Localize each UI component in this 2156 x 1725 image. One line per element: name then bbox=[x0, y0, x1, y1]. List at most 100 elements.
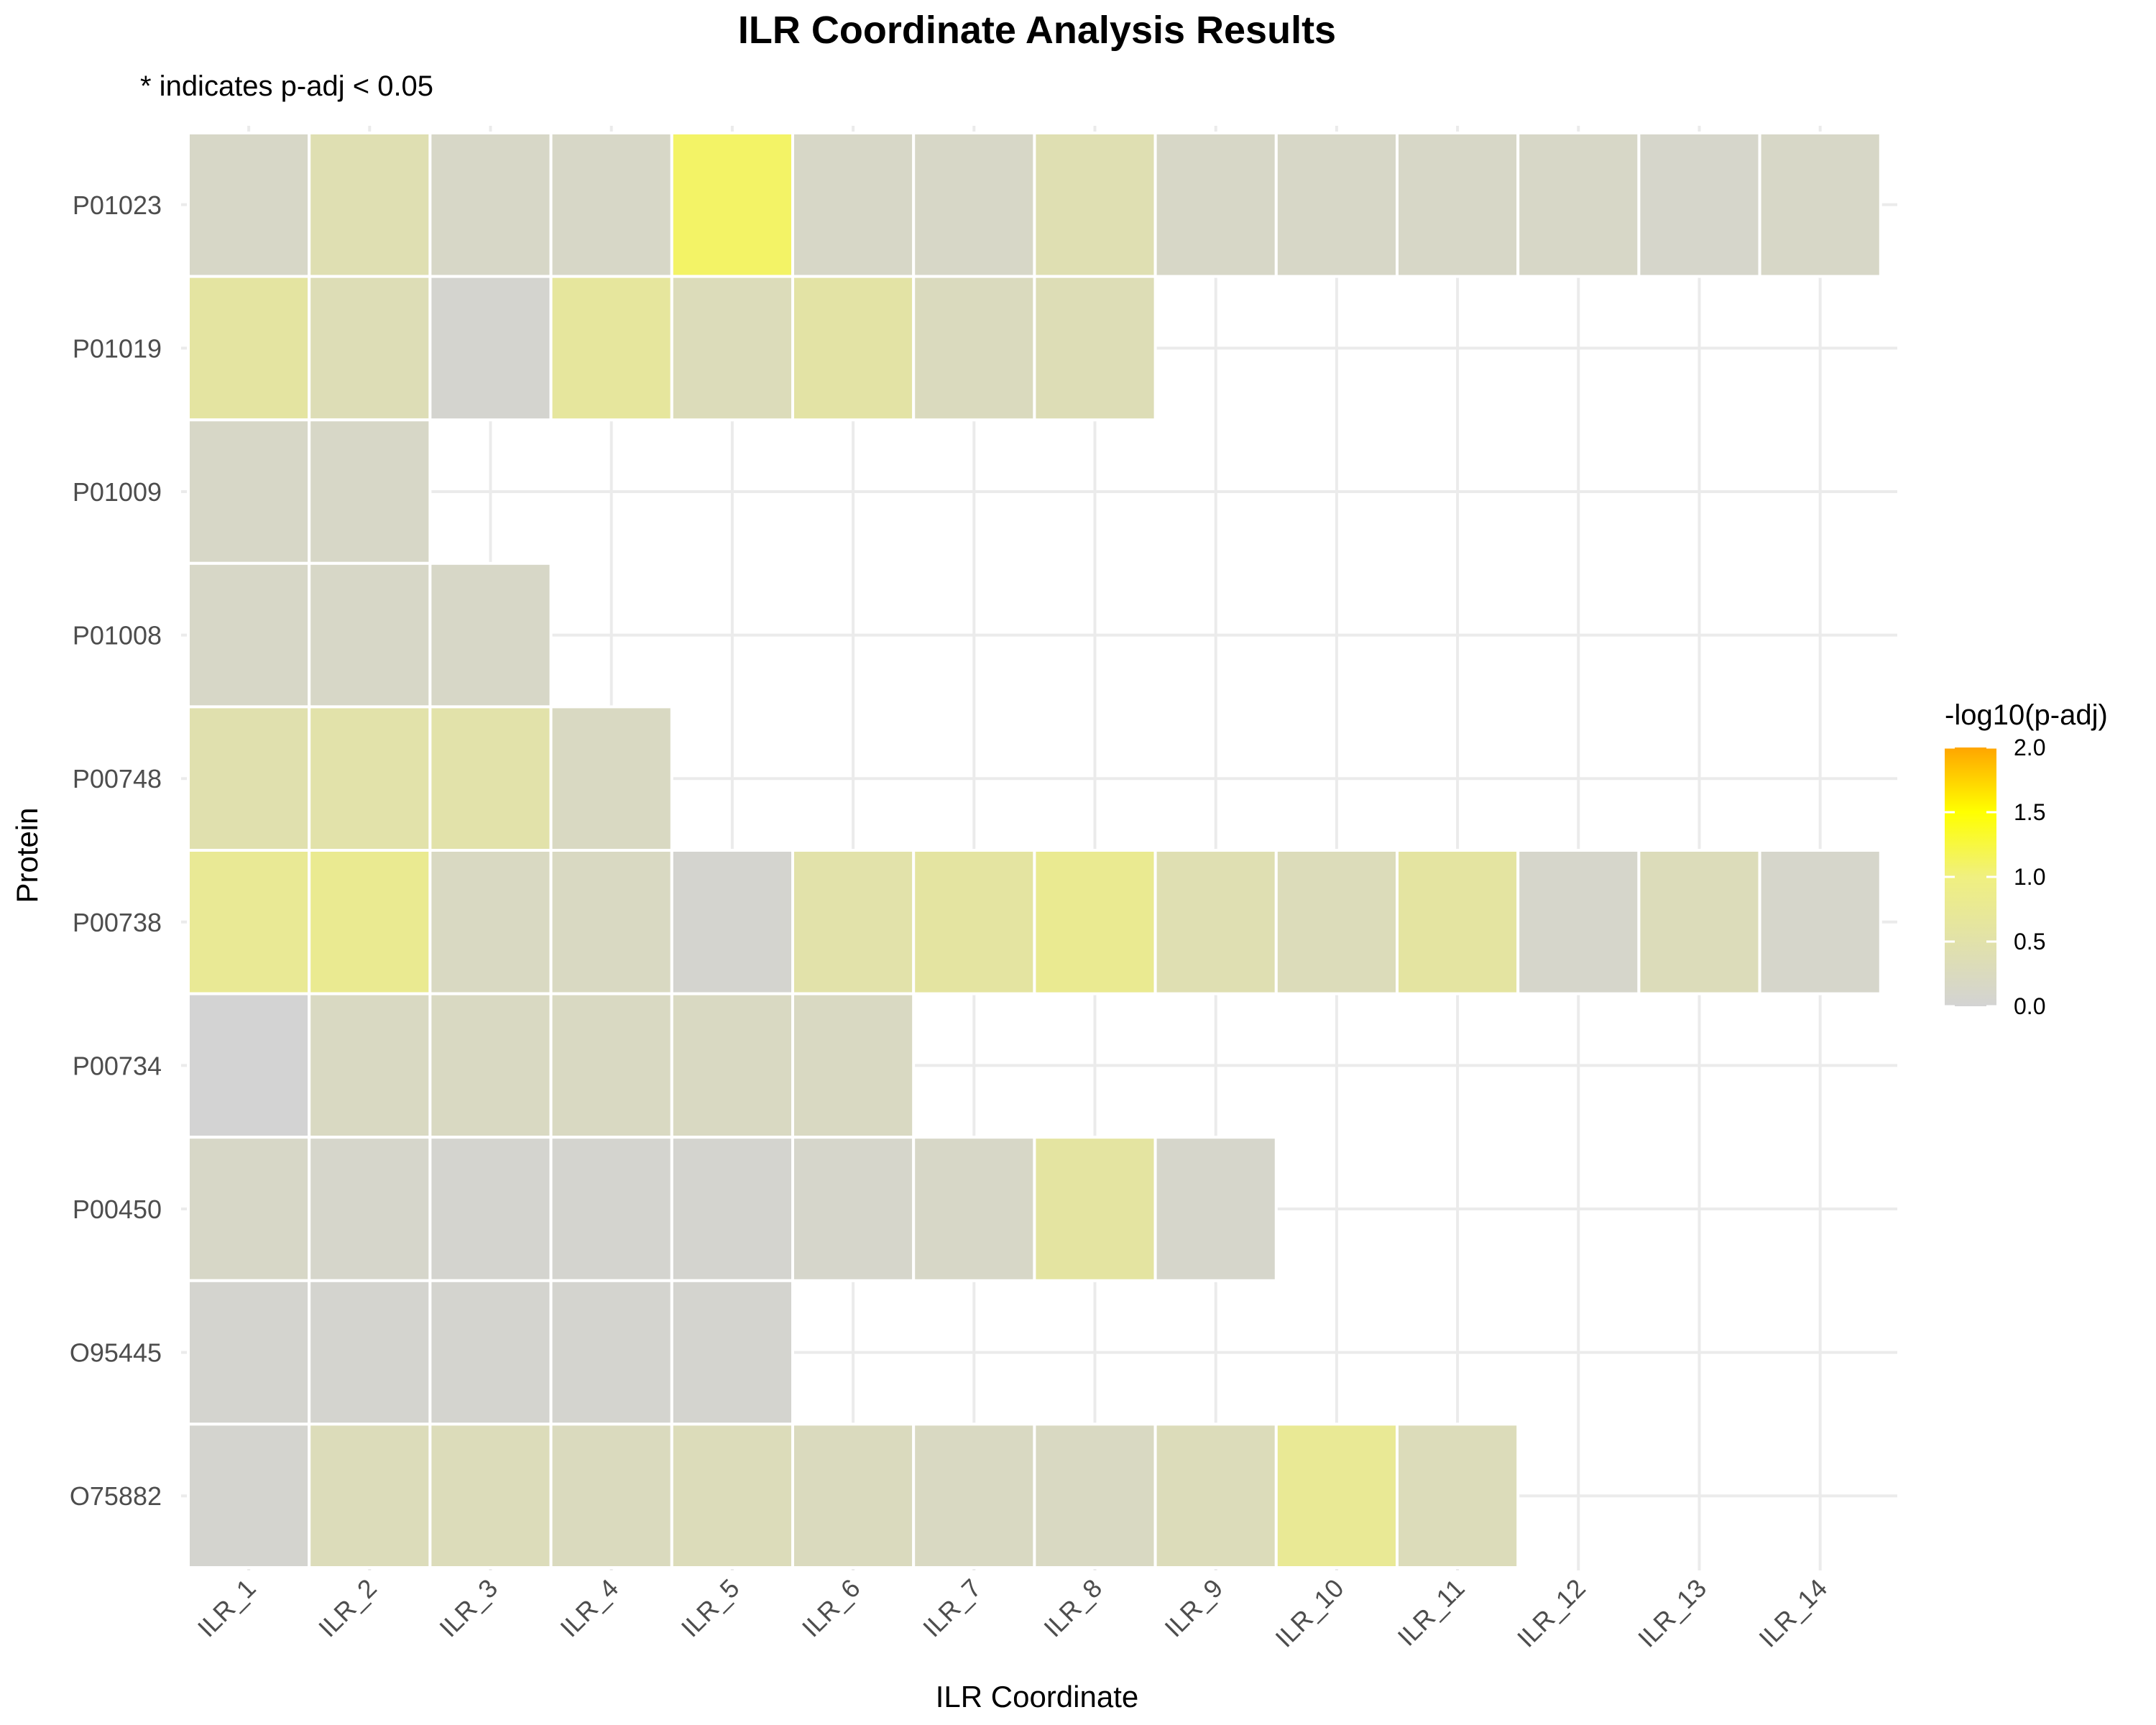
y-tick-label: P01009 bbox=[73, 477, 162, 507]
heatmap-cell bbox=[187, 705, 311, 852]
heatmap-cell bbox=[308, 418, 432, 565]
x-axis-title: ILR Coordinate bbox=[936, 1680, 1139, 1714]
heatmap-cell bbox=[549, 132, 673, 278]
y-tick-label: P00738 bbox=[73, 908, 162, 937]
heatmap-cell bbox=[187, 1422, 311, 1570]
y-tick-label: P01019 bbox=[73, 334, 162, 363]
heatmap-cell bbox=[428, 705, 553, 852]
heatmap-cell bbox=[791, 275, 916, 422]
heatmap-cell bbox=[1516, 132, 1641, 278]
heatmap-cell bbox=[791, 1136, 916, 1282]
heatmap-cell bbox=[670, 1422, 794, 1570]
x-tick-label: ILR_13 bbox=[1632, 1573, 1712, 1653]
heatmap-cell bbox=[308, 561, 432, 709]
heatmap-cell bbox=[1033, 1136, 1157, 1282]
legend-tick-label: 2.0 bbox=[2014, 735, 2045, 760]
heatmap-cell bbox=[791, 132, 916, 278]
x-tick-label: ILR_6 bbox=[796, 1573, 866, 1643]
heatmap-cell bbox=[912, 275, 1036, 422]
heatmap-cell bbox=[187, 1279, 311, 1426]
x-tick-label: ILR_7 bbox=[917, 1573, 987, 1643]
legend-tick-label: 1.0 bbox=[2014, 864, 2045, 890]
heatmap-cell bbox=[428, 1136, 553, 1282]
x-tick-label: ILR_8 bbox=[1038, 1573, 1107, 1643]
legend-ticks: 0.0 0.5 1.0 1.5 2.0 bbox=[1945, 735, 2045, 1019]
heatmap-cell bbox=[670, 1279, 794, 1426]
color-legend: -log10(p-adj) 0.0 0.5 1.0 1.5 2.0 bbox=[1945, 699, 2108, 1019]
heatmap-cell bbox=[187, 1136, 311, 1282]
heatmap-cell bbox=[187, 275, 311, 422]
heatmap-cell bbox=[428, 275, 553, 422]
heatmap-cell bbox=[1153, 1422, 1278, 1570]
heatmap-cell bbox=[308, 1136, 432, 1282]
heatmap-cell bbox=[549, 992, 673, 1139]
y-tick-label: P00450 bbox=[73, 1195, 162, 1224]
heatmap-cell bbox=[912, 132, 1036, 278]
x-tick-label: ILR_2 bbox=[313, 1573, 382, 1643]
heatmap-cell bbox=[428, 992, 553, 1139]
x-tick-label: ILR_14 bbox=[1753, 1573, 1833, 1653]
heatmap-cell bbox=[1758, 132, 1882, 278]
heatmap-cell bbox=[308, 1279, 432, 1426]
legend-title: -log10(p-adj) bbox=[1945, 699, 2108, 731]
legend-tick-label: 0.5 bbox=[2014, 929, 2045, 954]
y-tick-label: P00734 bbox=[73, 1051, 162, 1080]
heatmap-cell bbox=[1153, 849, 1278, 995]
heatmap-cell bbox=[670, 132, 794, 278]
y-axis-title: Protein bbox=[10, 807, 44, 903]
heatmap-cell bbox=[1033, 132, 1157, 278]
heatmap-cell bbox=[549, 849, 673, 995]
heatmap-cell bbox=[1758, 849, 1882, 995]
heatmap-cell bbox=[1033, 275, 1157, 422]
heatmap-cell bbox=[670, 1136, 794, 1282]
heatmap-cell bbox=[1274, 849, 1399, 995]
y-tick-label: P01008 bbox=[73, 621, 162, 650]
x-axis-tick-labels: ILR_1 ILR_2 ILR_3 ILR_4 ILR_5 ILR_6 ILR_7 ILR_8… bbox=[192, 1573, 1833, 1653]
heatmap-cell bbox=[1637, 849, 1761, 995]
legend-tick-label: 0.0 bbox=[2014, 993, 2045, 1019]
heatmap-cell bbox=[912, 849, 1036, 995]
heatmap-cell bbox=[428, 1279, 553, 1426]
chart-title: ILR Coordinate Analysis Results bbox=[738, 9, 1336, 52]
heatmap-cell bbox=[1274, 1422, 1399, 1570]
y-tick-label: O75882 bbox=[70, 1481, 162, 1511]
heatmap-cell bbox=[187, 132, 311, 278]
heatmap-cell bbox=[670, 992, 794, 1139]
heatmap-cell bbox=[308, 132, 432, 278]
x-tick-label: ILR_12 bbox=[1511, 1573, 1591, 1653]
heatmap-cell bbox=[428, 132, 553, 278]
heatmap-cell bbox=[670, 275, 794, 422]
heatmap-cell bbox=[1153, 132, 1278, 278]
x-tick-label: ILR_10 bbox=[1269, 1573, 1349, 1653]
heatmap-cells bbox=[187, 132, 1882, 1570]
heatmap-cell bbox=[187, 992, 311, 1139]
y-tick-label: P00748 bbox=[73, 764, 162, 794]
heatmap-cell bbox=[1033, 849, 1157, 995]
heatmap-cell bbox=[308, 275, 432, 422]
x-tick-label: ILR_4 bbox=[554, 1573, 624, 1643]
heatmap-cell bbox=[1033, 1422, 1157, 1570]
heatmap-cell bbox=[549, 275, 673, 422]
y-tick-label: O95445 bbox=[70, 1338, 162, 1368]
heatmap-cell bbox=[428, 849, 553, 995]
heatmap-cell bbox=[308, 1422, 432, 1570]
x-tick-label: ILR_9 bbox=[1158, 1573, 1228, 1643]
heatmap-cell bbox=[791, 1422, 916, 1570]
x-tick-label: ILR_1 bbox=[192, 1573, 262, 1643]
heatmap-cell bbox=[428, 1422, 553, 1570]
heatmap-cell bbox=[1396, 132, 1520, 278]
legend-tick-label: 1.5 bbox=[2014, 799, 2045, 825]
heatmap-cell bbox=[308, 992, 432, 1139]
heatmap-cell bbox=[308, 705, 432, 852]
heatmap-cell bbox=[670, 849, 794, 995]
heatmap-cell bbox=[1153, 1136, 1278, 1282]
heatmap-cell bbox=[428, 561, 553, 709]
heatmap-cell bbox=[187, 849, 311, 995]
heatmap-cell bbox=[1516, 849, 1641, 995]
x-tick-label: ILR_5 bbox=[676, 1573, 745, 1643]
heatmap-cell bbox=[187, 418, 311, 565]
heatmap-cell bbox=[308, 849, 432, 995]
heatmap-cell bbox=[549, 1422, 673, 1570]
x-tick-label: ILR_11 bbox=[1392, 1573, 1470, 1652]
